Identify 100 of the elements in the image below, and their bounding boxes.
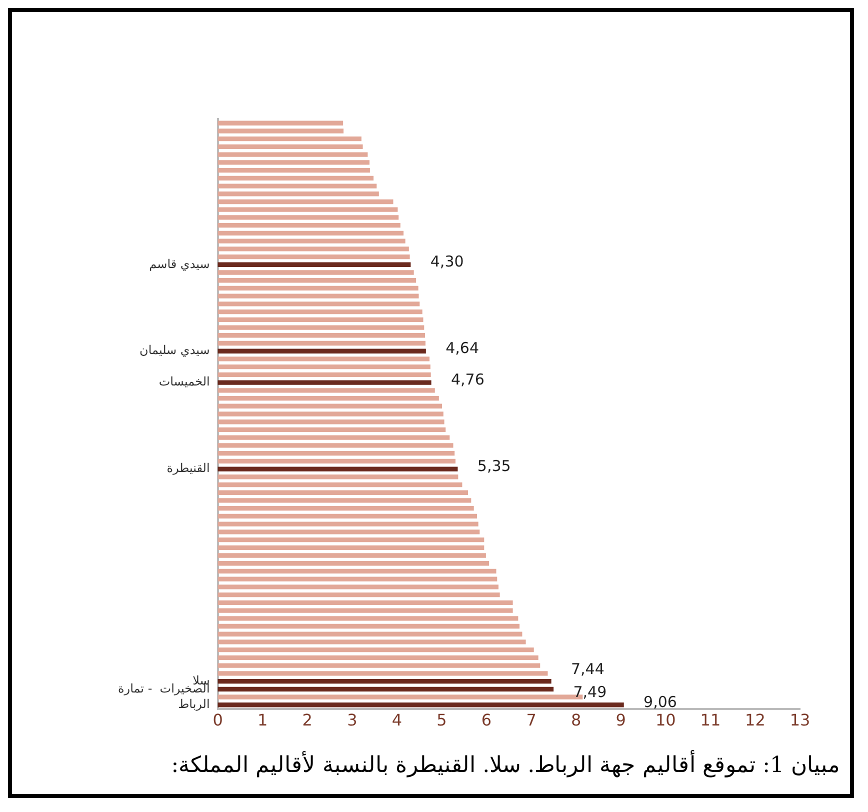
bar	[218, 450, 455, 456]
y-tick-label: سيدي سليمان	[140, 343, 210, 358]
bar	[218, 466, 458, 472]
bar	[218, 640, 526, 644]
bar	[218, 600, 513, 605]
x-tick-label: 13	[790, 710, 810, 730]
x-tick-label: 11	[700, 710, 721, 730]
y-tick-label: الخميسات	[158, 374, 210, 389]
bar	[218, 160, 370, 165]
text: مبيان 1: تموقع أقاليم جهة الرباط. سلا. القنيطرة بالنسبة لأقاليم المملكة:	[170, 752, 840, 778]
x-tick-label: 8	[570, 710, 582, 730]
bar	[218, 176, 374, 180]
bar	[218, 364, 430, 370]
bar	[218, 246, 409, 252]
bar	[218, 443, 454, 448]
bar	[218, 686, 554, 692]
bar	[218, 215, 399, 220]
bar	[218, 388, 435, 393]
bar	[218, 380, 432, 385]
bar	[218, 372, 431, 378]
bar	[218, 286, 418, 291]
bar	[218, 152, 368, 157]
bar	[218, 545, 484, 550]
bar	[218, 702, 624, 708]
x-tick-label: 3	[347, 710, 358, 730]
data-label: 7,49	[573, 683, 607, 702]
bar	[218, 490, 468, 495]
bar	[218, 168, 370, 173]
bar	[218, 435, 450, 440]
bar	[218, 333, 426, 338]
x-tick-label: 7	[526, 710, 536, 730]
bar	[218, 262, 411, 267]
bar	[218, 514, 477, 519]
bar	[218, 474, 458, 480]
bar	[218, 144, 363, 150]
bar	[218, 678, 552, 684]
data-label: 5,35	[477, 456, 511, 475]
x-tick-label: 12	[745, 710, 766, 730]
bar	[218, 458, 456, 464]
x-tick-label: 10	[655, 710, 676, 730]
bar	[218, 340, 426, 346]
data-label: 9,06	[644, 692, 677, 711]
bar	[218, 230, 404, 236]
bar	[218, 356, 430, 362]
x-tick-label: 4	[392, 710, 402, 730]
bar	[218, 624, 520, 629]
bar	[218, 412, 444, 416]
bar	[218, 522, 478, 526]
data-label: 4,30	[430, 252, 464, 271]
bar	[218, 325, 424, 330]
bar	[218, 616, 518, 621]
x-tick-label: 6	[481, 710, 492, 730]
bar	[218, 648, 534, 652]
x-tick-label: 2	[302, 710, 312, 730]
bar	[218, 302, 420, 306]
bar	[218, 309, 422, 314]
bar	[218, 506, 474, 511]
bar	[218, 270, 414, 275]
data-label: 4,76	[450, 370, 484, 388]
bar	[218, 238, 406, 244]
bar	[218, 136, 362, 142]
bar	[218, 482, 462, 488]
bar	[218, 671, 548, 676]
x-tick-label: 1	[257, 710, 268, 730]
bar	[218, 553, 486, 558]
bar	[218, 223, 400, 228]
bar	[218, 317, 424, 322]
bar	[218, 427, 446, 432]
bar	[218, 348, 426, 354]
bar	[218, 278, 416, 283]
bar	[218, 498, 472, 503]
bar	[218, 568, 496, 574]
bar	[218, 184, 377, 188]
bar	[218, 530, 480, 534]
y-tick-label: الرباط	[178, 696, 210, 711]
bar	[218, 537, 484, 542]
y-tick-label: القنيطرة	[166, 461, 210, 476]
bar	[218, 128, 344, 134]
bar	[218, 576, 498, 582]
x-tick-label: 9	[616, 710, 626, 730]
bar	[218, 294, 419, 298]
bar	[218, 404, 442, 408]
bar	[218, 120, 344, 126]
bar	[218, 254, 410, 260]
bar	[218, 396, 439, 401]
bar	[218, 632, 522, 636]
data-label: 7,44	[571, 660, 604, 678]
bar	[218, 663, 540, 668]
bar	[218, 655, 538, 660]
bar	[218, 199, 394, 204]
bar	[218, 592, 500, 598]
data-label: 4,64	[446, 339, 480, 357]
bar	[218, 192, 379, 196]
y-tick-label: سيدي قاسم	[149, 256, 210, 271]
bar	[218, 420, 444, 424]
bar	[218, 207, 398, 212]
x-tick-label: 5	[436, 710, 447, 730]
bar	[218, 608, 513, 613]
bar	[218, 561, 490, 566]
bar	[218, 584, 498, 590]
